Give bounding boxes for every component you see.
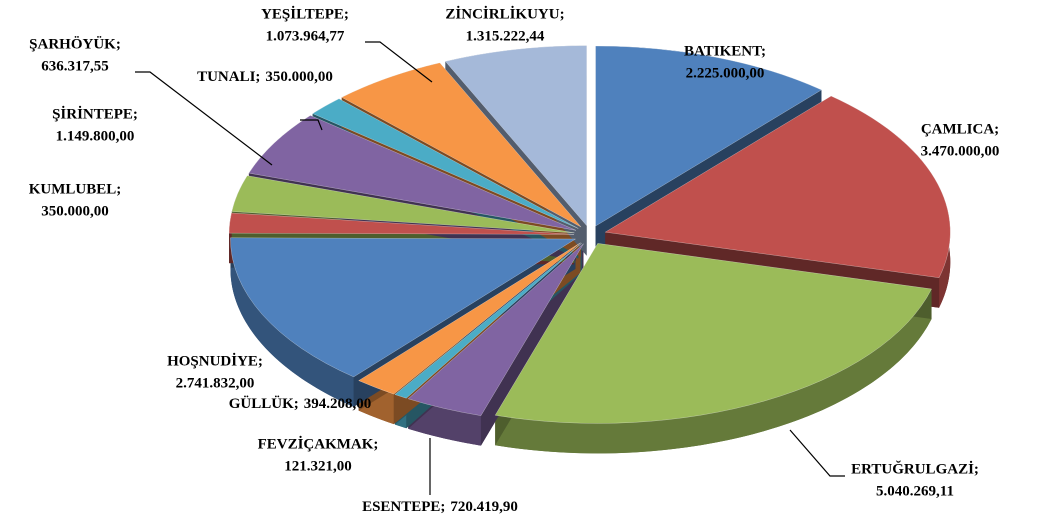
slice bbox=[341, 62, 582, 228]
data-label: TUNALI; 350.000,00 bbox=[197, 69, 333, 85]
leader-line bbox=[300, 119, 323, 131]
category-name: BATIKENT; bbox=[684, 43, 766, 59]
value-label: 121.321,00 bbox=[284, 458, 352, 474]
value-label: 1.315.222,44 bbox=[466, 28, 545, 44]
category-name: ŞİRİNTEPE; bbox=[52, 105, 138, 122]
slice bbox=[494, 243, 932, 424]
slice bbox=[394, 242, 582, 399]
category-name: GÜLLÜK; bbox=[229, 395, 299, 412]
category-name: KUMLUBEL; bbox=[29, 181, 122, 197]
category-name: ESENTEPE; bbox=[362, 499, 445, 515]
slice bbox=[230, 237, 577, 378]
slice bbox=[444, 45, 587, 227]
value-label: 350.000,00 bbox=[41, 203, 109, 219]
category-name: ERTUĞRULGAZİ; bbox=[851, 460, 979, 477]
slice bbox=[312, 98, 579, 229]
value-label: 2.741.832,00 bbox=[176, 375, 255, 391]
value-label: 1.149.800,00 bbox=[56, 128, 135, 144]
slice bbox=[231, 175, 575, 234]
slice bbox=[595, 45, 822, 227]
pie bbox=[228, 45, 951, 454]
labels: BATIKENT; 2.225.000,00 ÇAMLICA; 3.470.000,0… bbox=[29, 5, 1000, 515]
category-name: YEŞİLTEPE; bbox=[261, 5, 349, 22]
value-label: 350.000,00 bbox=[265, 69, 333, 85]
category-name: HOŞNUDİYE; bbox=[167, 352, 263, 369]
category-name: ŞARHÖYÜK; bbox=[29, 35, 121, 52]
category-name: TUNALI; bbox=[197, 69, 260, 85]
data-label: ESENTEPE; 720.419,90 bbox=[362, 499, 518, 515]
value-label: 636.317,55 bbox=[41, 58, 109, 74]
category-name: FEVZİÇAKMAK; bbox=[258, 435, 379, 452]
slice-side bbox=[230, 237, 354, 407]
slice bbox=[358, 242, 581, 395]
category-name: ÇAMLICA; bbox=[921, 121, 999, 137]
slice-side bbox=[495, 288, 932, 454]
value-label: 3.470.000,00 bbox=[921, 143, 1000, 159]
data-label: GÜLLÜK; 394.208,00 bbox=[229, 395, 372, 412]
slice bbox=[604, 95, 951, 278]
category-name: ZİNCİRLİKUYU; bbox=[445, 5, 564, 22]
leader-line bbox=[789, 429, 845, 477]
slice bbox=[248, 115, 577, 231]
value-label: 394.208,00 bbox=[304, 396, 372, 412]
leader-line bbox=[135, 71, 273, 166]
slice bbox=[407, 243, 584, 416]
value-label: 2.225.000,00 bbox=[686, 65, 765, 81]
slice bbox=[228, 212, 575, 235]
value-label: 5.040.269,11 bbox=[876, 483, 954, 499]
value-label: 1.073.964,77 bbox=[266, 28, 345, 44]
value-label: 720.419,90 bbox=[450, 499, 518, 515]
leader-line bbox=[365, 41, 433, 83]
